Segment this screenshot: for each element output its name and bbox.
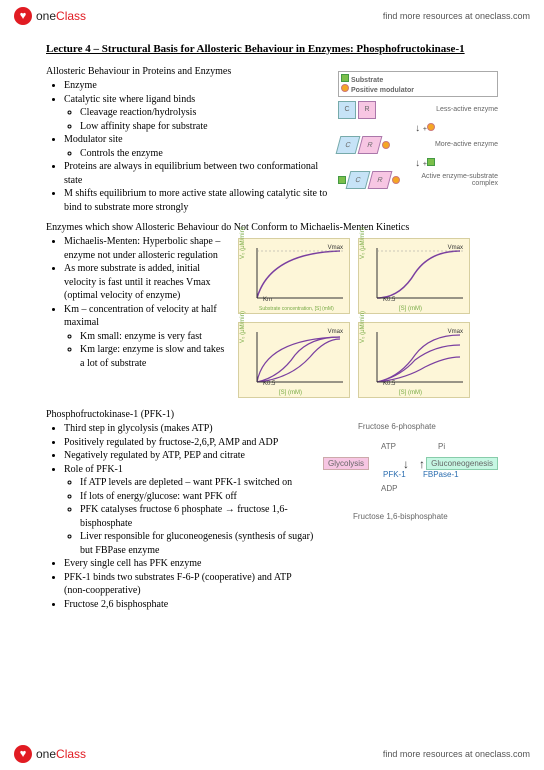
catalytic-subunit: C <box>338 101 356 119</box>
list-item: If lots of energy/glucose: want PFK off <box>80 490 315 504</box>
arrow-down-icon: ↓ + <box>352 158 498 169</box>
brand-logo-footer[interactable]: ♥ oneClass <box>14 745 86 763</box>
modulator-icon <box>341 84 349 92</box>
list-item: Catalytic site where ligand binds Cleava… <box>64 93 330 134</box>
logo-text: oneClass <box>36 747 86 761</box>
brand-logo[interactable]: ♥ oneClass <box>14 7 86 25</box>
footer-bar: ♥ oneClass find more resources at onecla… <box>0 738 544 770</box>
regulatory-subunit: R <box>358 101 376 119</box>
gluconeogenesis-box: Gluconeogenesis <box>426 457 498 470</box>
list-item: Modulator site Controls the enzyme <box>64 133 330 160</box>
sec3-list: Third step in glycolysis (makes ATP) Pos… <box>46 422 315 611</box>
substrate-icon <box>341 74 349 82</box>
list-item: PFK-1 binds two substrates F-6-P (cooper… <box>64 571 315 598</box>
list-item: PFK catalyses fructose 6 phosphate → fru… <box>80 503 315 530</box>
regulatory-subunit-active: R <box>358 136 383 154</box>
catalytic-subunit-active: C <box>336 136 361 154</box>
pathway-diagram: Fructose 6-phosphate Glycolysis Gluconeo… <box>323 422 498 537</box>
list-item: Km small: enzyme is very fast <box>80 330 226 344</box>
sec3-heading: Phosphofructokinase-1 (PFK-1) <box>46 409 498 420</box>
kinetics-graphs: Vmax V₀ (μM/min) Km Substrate concentrat… <box>234 235 474 401</box>
sec1-list: Enzyme Catalytic site where ligand binds… <box>46 79 330 214</box>
logo-heart-icon: ♥ <box>14 745 32 763</box>
sec1-heading: Allosteric Behaviour in Proteins and Enz… <box>46 66 330 77</box>
f6p-label: Fructose 6-phosphate <box>358 422 436 431</box>
regulatory-subunit-bound: R <box>368 171 393 189</box>
arrow-down-icon: ↓ + <box>352 123 498 134</box>
list-item: Km large: enzyme is slow and takes a lot… <box>80 343 226 370</box>
list-item: M shifts equilibrium to more active stat… <box>64 187 330 214</box>
list-item: Enzyme <box>64 79 330 93</box>
list-item: Liver responsible for gluconeogenesis (s… <box>80 530 315 557</box>
sec2-heading: Enzymes which show Allosteric Behaviour … <box>46 222 498 233</box>
mm-hyperbolic-graph: Vmax V₀ (μM/min) Km Substrate concentrat… <box>238 238 350 314</box>
inhibitor-family-graph: Vmax V₀ (μM/min) K0.5 [S] (mM) <box>358 322 470 398</box>
arrow-up-icon: ↑ <box>419 457 425 471</box>
document-page: Lecture 4 – Structural Basis for Alloste… <box>0 32 544 611</box>
list-item: Proteins are always in equilibrium betwe… <box>64 160 330 187</box>
header-tagline: find more resources at oneclass.com <box>383 11 530 21</box>
sigmoidal-graph: Vmax V₀ (μM/min) K0.5 [S] (mM) <box>358 238 470 314</box>
activator-family-graph: Vmax V₀ (μM/min) K0.5 [S] (mM) <box>238 322 350 398</box>
list-item: Low affinity shape for substrate <box>80 120 330 134</box>
list-item: Third step in glycolysis (makes ATP) <box>64 422 315 436</box>
pfk1-label: PFK-1 <box>383 470 406 479</box>
catalytic-subunit-bound: C <box>346 171 371 189</box>
list-item: Cleavage reaction/hydrolysis <box>80 106 330 120</box>
f16bp-label: Fructose 1,6-bisphosphate <box>353 512 448 521</box>
fbpase-label: FBPase-1 <box>423 470 459 479</box>
adp-label: ADP <box>381 484 397 493</box>
list-item: Positively regulated by fructose-2,6,P, … <box>64 436 315 450</box>
pi-label: Pi <box>438 442 445 451</box>
list-item: Role of PFK-1 If ATP levels are depleted… <box>64 463 315 558</box>
list-item: Km – concentration of velocity at half m… <box>64 303 226 371</box>
logo-heart-icon: ♥ <box>14 7 32 25</box>
footer-tagline: find more resources at oneclass.com <box>383 749 530 759</box>
list-item: Negatively regulated by ATP, PEP and cit… <box>64 449 315 463</box>
list-item: Michaelis-Menten: Hyperbolic shape – enz… <box>64 235 226 262</box>
list-item: Every single cell has PFK enzyme <box>64 557 315 571</box>
list-item: As more substrate is added, initial velo… <box>64 262 226 303</box>
glycolysis-box: Glycolysis <box>323 457 369 470</box>
allosteric-diagram: Substrate Positive modulator C R Less-ac… <box>338 66 498 201</box>
list-item: If ATP levels are depleted – want PFK-1 … <box>80 476 315 490</box>
arrow-down-icon: ↓ <box>403 457 409 471</box>
list-item: Fructose 2,6 bisphosphate <box>64 598 315 612</box>
atp-label: ATP <box>381 442 396 451</box>
sec2-list: Michaelis-Menten: Hyperbolic shape – enz… <box>46 235 226 370</box>
lecture-title: Lecture 4 – Structural Basis for Alloste… <box>46 42 498 56</box>
logo-text: oneClass <box>36 9 86 23</box>
header-bar: ♥ oneClass find more resources at onecla… <box>0 0 544 32</box>
list-item: Controls the enzyme <box>80 147 330 161</box>
